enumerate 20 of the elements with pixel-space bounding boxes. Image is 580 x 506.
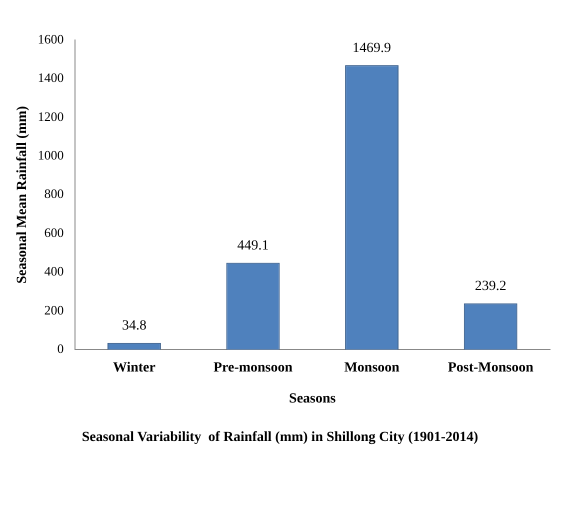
y-tick-label: 600 [44, 224, 64, 240]
y-tick-label: 800 [44, 186, 64, 202]
y-tick-label: 400 [44, 264, 64, 279]
x-tick-label: Winter [112, 360, 156, 376]
data-label: 1469.9 [352, 40, 392, 56]
y-axis-title: Seasonal Mean Rainfall (mm) [15, 106, 30, 284]
data-label: 34.8 [122, 318, 146, 334]
text: Seasonal Variability of Rainfall (mm) in Shillong City (1901-2014) [82, 430, 478, 446]
y-tick-label: 1000 [38, 148, 64, 163]
data-label: 449.1 [237, 238, 269, 254]
data-label: 239.2 [474, 278, 506, 294]
x-tick-label: Monsoon [344, 360, 400, 376]
x-tick-label: Post-Monsoon [448, 360, 534, 376]
y-tick-label: 1400 [38, 70, 64, 86]
y-tick-label: 1600 [38, 31, 64, 46]
y-tick-label: 0 [57, 341, 64, 356]
y-tick-label: 1200 [38, 108, 64, 124]
x-tick-label: Pre-monsoon [213, 360, 293, 376]
y-tick-label: 200 [44, 302, 64, 318]
x-axis-title: Seasons [289, 391, 336, 406]
